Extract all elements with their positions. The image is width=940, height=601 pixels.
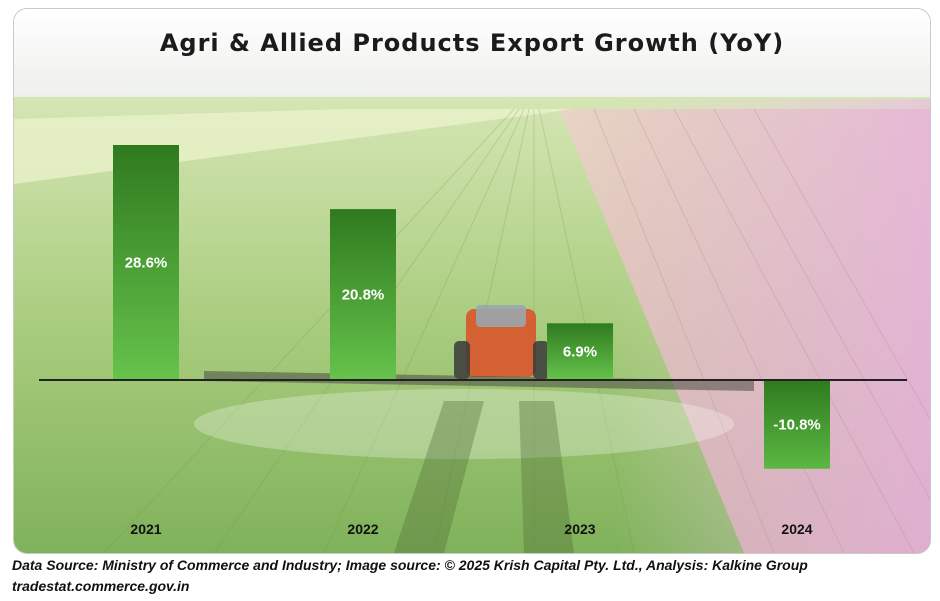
x-tick-label-2024: 2024 bbox=[781, 521, 812, 537]
data-label-2021: 28.6% bbox=[125, 255, 168, 272]
x-tick-label-2021: 2021 bbox=[130, 521, 161, 537]
bar-2024 bbox=[764, 380, 830, 469]
data-label-2022: 20.8% bbox=[342, 287, 385, 304]
data-label-2024: -10.8% bbox=[773, 416, 821, 433]
bar-2021 bbox=[113, 145, 179, 380]
bar-chart-plot: 28.6% 2021 20.8% 2022 6.9% 2023 -10.8% 2024 bbox=[39, 145, 907, 537]
x-tick-label-2022: 2022 bbox=[347, 521, 378, 537]
x-tick-label-2023: 2023 bbox=[564, 521, 595, 537]
data-source-note: Data Source: Ministry of Commerce and In… bbox=[12, 557, 808, 573]
chart-title: Agri & Allied Products Export Growth (Yo… bbox=[159, 29, 785, 57]
bar-2022 bbox=[330, 209, 396, 380]
data-label-2023: 6.9% bbox=[563, 344, 597, 361]
source-url: tradestat.commerce.gov.in bbox=[12, 578, 190, 594]
bar-2023 bbox=[547, 323, 613, 380]
chart-card: Agri & Allied Products Export Growth (Yo… bbox=[13, 8, 931, 554]
